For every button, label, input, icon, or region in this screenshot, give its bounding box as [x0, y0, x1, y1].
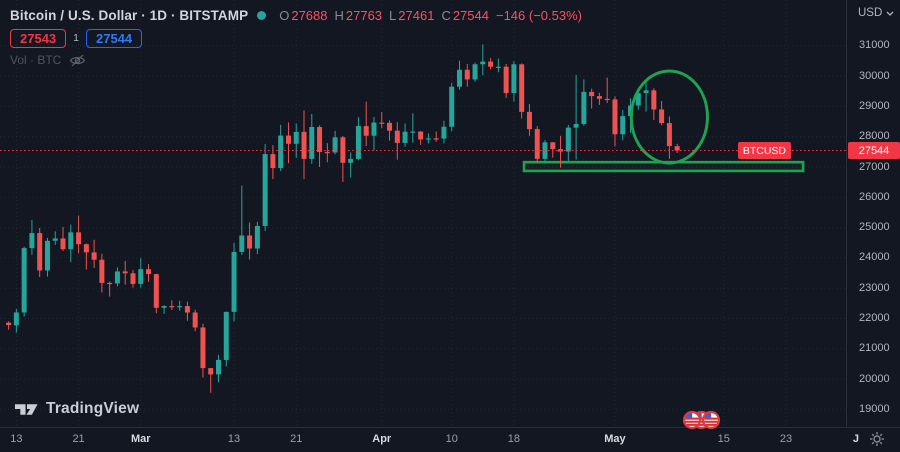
symbol-title[interactable]: Bitcoin / U.S. Dollar · 1D · BITSTAMP [10, 7, 249, 23]
ohlc-values: O 27688 H 27763 L 27461 C 27544 −146 (−0.53%… [279, 8, 582, 23]
time-tick-label: J [852, 433, 860, 445]
time-axis[interactable]: 13 21 Mar 13 21 Apr 10 18 May 15 23 J [0, 427, 900, 452]
time-tick-label: May [604, 433, 626, 445]
tradingview-logo[interactable]: TradingView [14, 400, 139, 418]
price-tick-label: 20000 [859, 372, 890, 385]
low-value: 27461 [398, 7, 435, 23]
high-value: 27763 [345, 7, 383, 23]
currency-selector[interactable]: USD [858, 7, 894, 19]
price-tick-label: 29000 [859, 99, 890, 112]
price-tick-label: 25000 [859, 221, 890, 234]
gridlines [0, 0, 846, 427]
high-key: H [334, 7, 344, 23]
economic-events-icon[interactable] [682, 410, 724, 430]
candlestick-series [6, 44, 680, 393]
time-tick-label: Mar [130, 433, 151, 445]
ask-price-button[interactable]: 27544 [86, 28, 143, 48]
symbol-price-label: BTCUSD [737, 142, 791, 160]
close-key: C [441, 7, 451, 23]
price-tick-label: 27000 [859, 160, 890, 173]
us-flag-coin [701, 410, 721, 430]
volume-study-label: Vol · BTC [10, 53, 62, 67]
price-tick-label: 24000 [859, 251, 890, 264]
chart-pane[interactable]: BTCUSD [0, 0, 846, 427]
time-tick-label: 15 [717, 433, 730, 445]
price-tick-label: 26000 [859, 190, 890, 203]
tradingview-logo-icon [14, 404, 38, 415]
visibility-off-icon[interactable] [69, 54, 86, 67]
bid-price-button[interactable]: 27543 [10, 28, 67, 48]
price-tick-label: 19000 [859, 402, 890, 415]
time-tick-label: 21 [72, 433, 85, 445]
price-tick-label: 23000 [859, 281, 890, 294]
last-price-badge: 27544 [848, 142, 900, 160]
low-key: L [389, 7, 397, 23]
spread-value: 1 [73, 32, 79, 44]
currency-label: USD [858, 7, 883, 19]
time-tick-label: 13 [10, 433, 23, 445]
price-tick-label: 21000 [859, 342, 890, 355]
time-tick-label: 10 [445, 433, 458, 445]
change-value: −146 (−0.53%) [495, 7, 582, 23]
tradingview-logo-text: TradingView [46, 400, 140, 417]
price-tick-label: 31000 [859, 39, 890, 52]
gear-icon[interactable] [869, 431, 885, 447]
open-value: 27688 [291, 7, 328, 23]
price-tick-label: 22000 [859, 312, 890, 324]
us-flag-coin [682, 410, 702, 430]
price-tick-label: 30000 [859, 69, 890, 82]
time-tick-label: 23 [779, 433, 793, 445]
time-tick-label: 21 [290, 433, 303, 445]
open-key: O [279, 7, 290, 23]
time-tick-label: 18 [507, 433, 521, 445]
price-tick-label: 28000 [859, 130, 890, 143]
close-value: 27544 [452, 7, 489, 23]
circle-drawing [629, 69, 709, 165]
candlestick-chart[interactable] [0, 0, 846, 427]
market-status-icon[interactable] [257, 10, 267, 20]
time-tick-label: Apr [372, 433, 392, 445]
price-axis[interactable]: USD 31000 30000 29000 28000 27000 26000 25000 2… [846, 0, 900, 427]
chevron-down-icon [886, 11, 894, 16]
time-tick-label: 13 [227, 433, 241, 445]
